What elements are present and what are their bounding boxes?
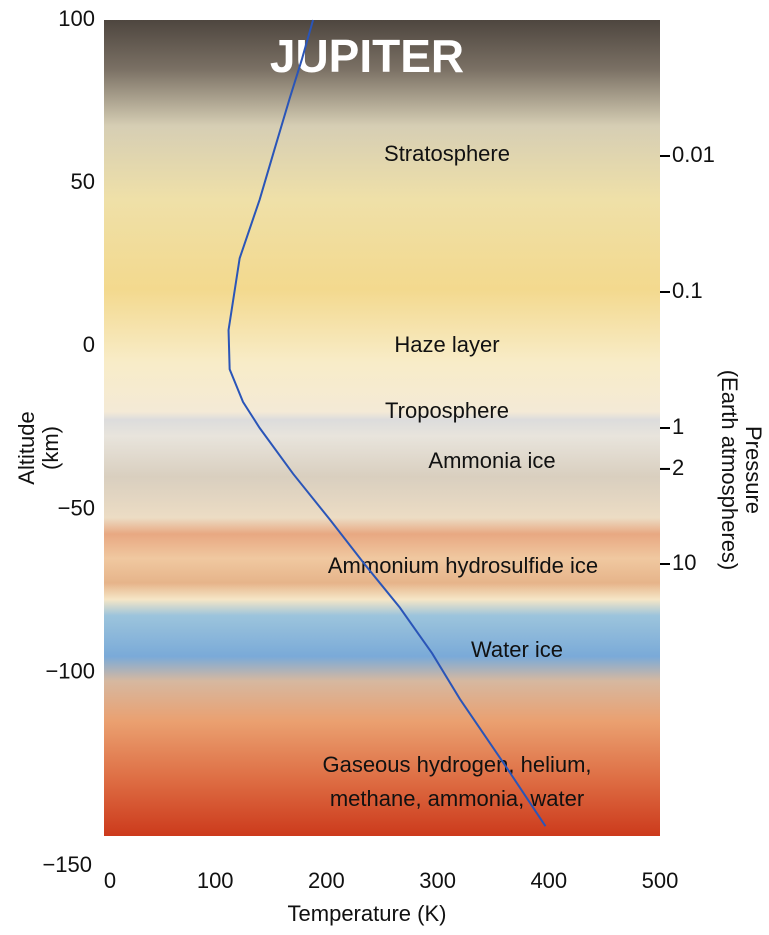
y2-tick-label: 1 xyxy=(672,414,684,439)
x-tick-label: 400 xyxy=(530,868,567,893)
y2-tick-label: 0.01 xyxy=(672,142,715,167)
y-tick-label: 50 xyxy=(71,169,95,194)
chart-title: JUPITER xyxy=(270,30,464,82)
layer-annotation: Ammonium hydrosulfide ice xyxy=(328,553,598,578)
layer-annotation: Ammonia ice xyxy=(428,448,555,473)
atmosphere-background xyxy=(104,20,660,836)
x-axis-label: Temperature (K) xyxy=(288,901,447,926)
layer-annotation: Stratosphere xyxy=(384,141,510,166)
y-tick-label: 100 xyxy=(58,6,95,31)
y-axis-label-line: (km) xyxy=(38,426,63,470)
y-tick-label: −100 xyxy=(45,659,95,684)
x-tick-label: 200 xyxy=(308,868,345,893)
y-tick-label: −50 xyxy=(58,495,95,520)
y2-axis-label: Pressure (Earth atmospheres) xyxy=(717,370,766,571)
y-tick-label: −150 xyxy=(42,852,92,877)
layer-annotation: Haze layer xyxy=(394,332,499,357)
y2-axis-label-line: (Earth atmospheres) xyxy=(717,370,742,571)
layer-annotation: methane, ammonia, water xyxy=(330,786,584,811)
y2-tick-label: 10 xyxy=(672,550,696,575)
y2-tick-label: 2 xyxy=(672,455,684,480)
y-axis-label: Altitude (km) xyxy=(14,411,63,484)
y-axis-label-line: Altitude xyxy=(14,411,39,484)
y2-tick-label: 0.1 xyxy=(672,278,703,303)
x-tick-label: 300 xyxy=(419,868,456,893)
layer-annotation: Gaseous hydrogen, helium, xyxy=(322,752,591,777)
layer-annotation: Water ice xyxy=(471,637,563,662)
y2-axis-label-line: Pressure xyxy=(741,426,766,514)
layer-annotation: Troposphere xyxy=(385,398,509,423)
x-tick-label: 0 xyxy=(104,868,116,893)
x-tick-label: 100 xyxy=(197,868,234,893)
x-tick-label: 500 xyxy=(642,868,679,893)
y-tick-label: 0 xyxy=(83,332,95,357)
temperature-line xyxy=(227,19,547,827)
